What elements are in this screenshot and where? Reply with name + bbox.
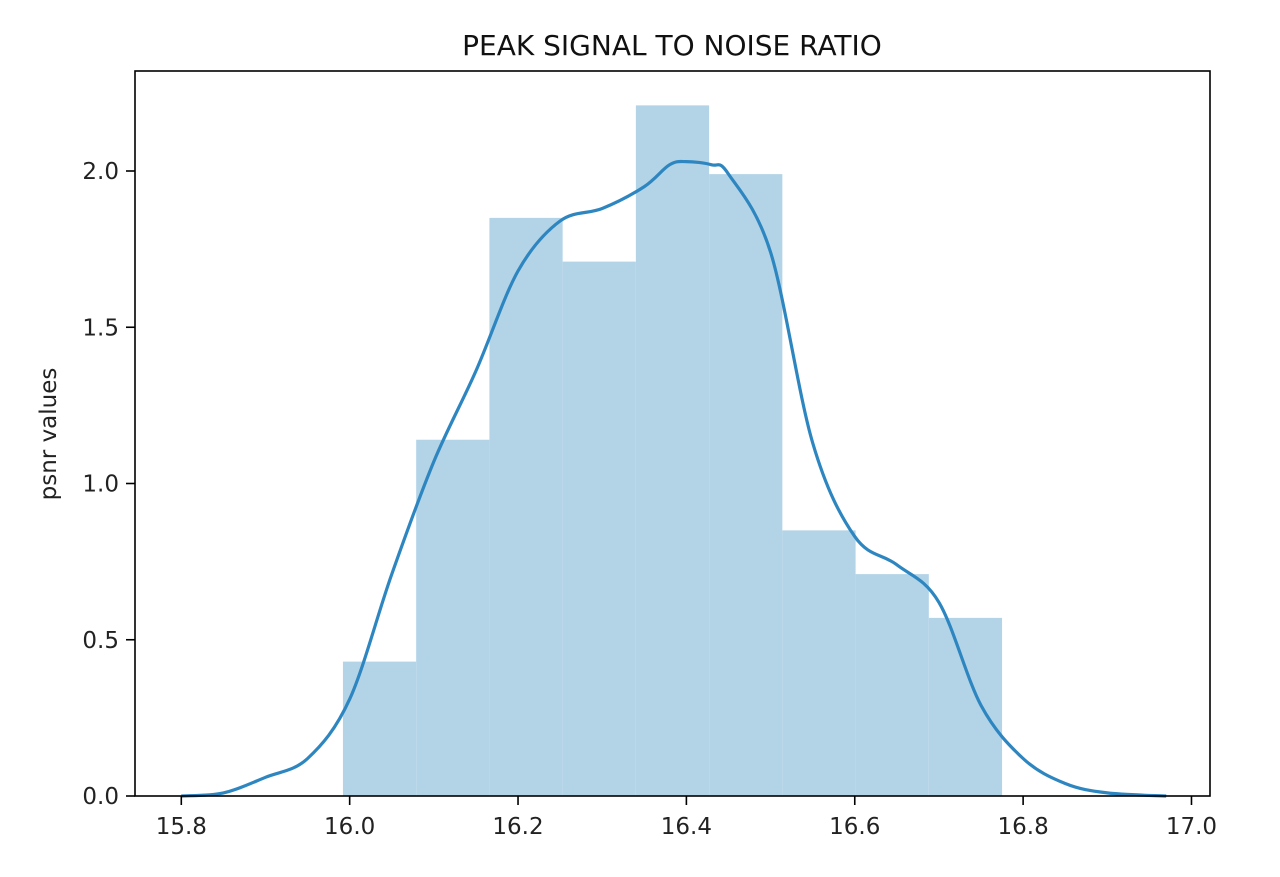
histogram-bars	[342, 105, 1003, 796]
histogram-bar	[416, 439, 490, 796]
x-tick-label: 17.0	[1166, 814, 1217, 840]
y-tick-label: 0.0	[82, 784, 119, 810]
kde-density-curve	[181, 159, 1167, 798]
x-tick-label: 16.0	[324, 814, 375, 840]
y-axis-ticks: 0.0 0.5 1.0 1.5 2.0	[82, 159, 135, 810]
chart-title: PEAK SIGNAL TO NOISE RATIO	[462, 29, 882, 62]
histogram-bar	[489, 217, 563, 796]
histogram-bar	[928, 617, 1003, 796]
plot-area-frame	[134, 70, 1211, 797]
y-tick-label: 2.0	[82, 159, 119, 185]
x-tick-label: 16.4	[661, 814, 712, 840]
histogram-bar	[782, 530, 856, 796]
y-tick-label: 1.5	[82, 315, 119, 341]
y-tick-label: 0.5	[82, 628, 119, 654]
y-tick-label: 1.0	[82, 472, 119, 498]
x-tick-label: 16.8	[998, 814, 1049, 840]
histogram-bar	[342, 661, 417, 796]
histogram-bar	[855, 574, 929, 796]
x-tick-label: 16.2	[492, 814, 543, 840]
histogram-bar	[562, 261, 636, 796]
histogram-bar	[635, 105, 710, 796]
x-tick-label: 15.8	[156, 814, 207, 840]
x-axis-ticks: 15.8 16.0 16.2 16.4 16.6 16.8 17.0	[156, 796, 1217, 840]
x-tick-label: 16.6	[829, 814, 880, 840]
histogram-bar	[709, 174, 783, 796]
y-axis-label: psnr values	[36, 368, 62, 501]
